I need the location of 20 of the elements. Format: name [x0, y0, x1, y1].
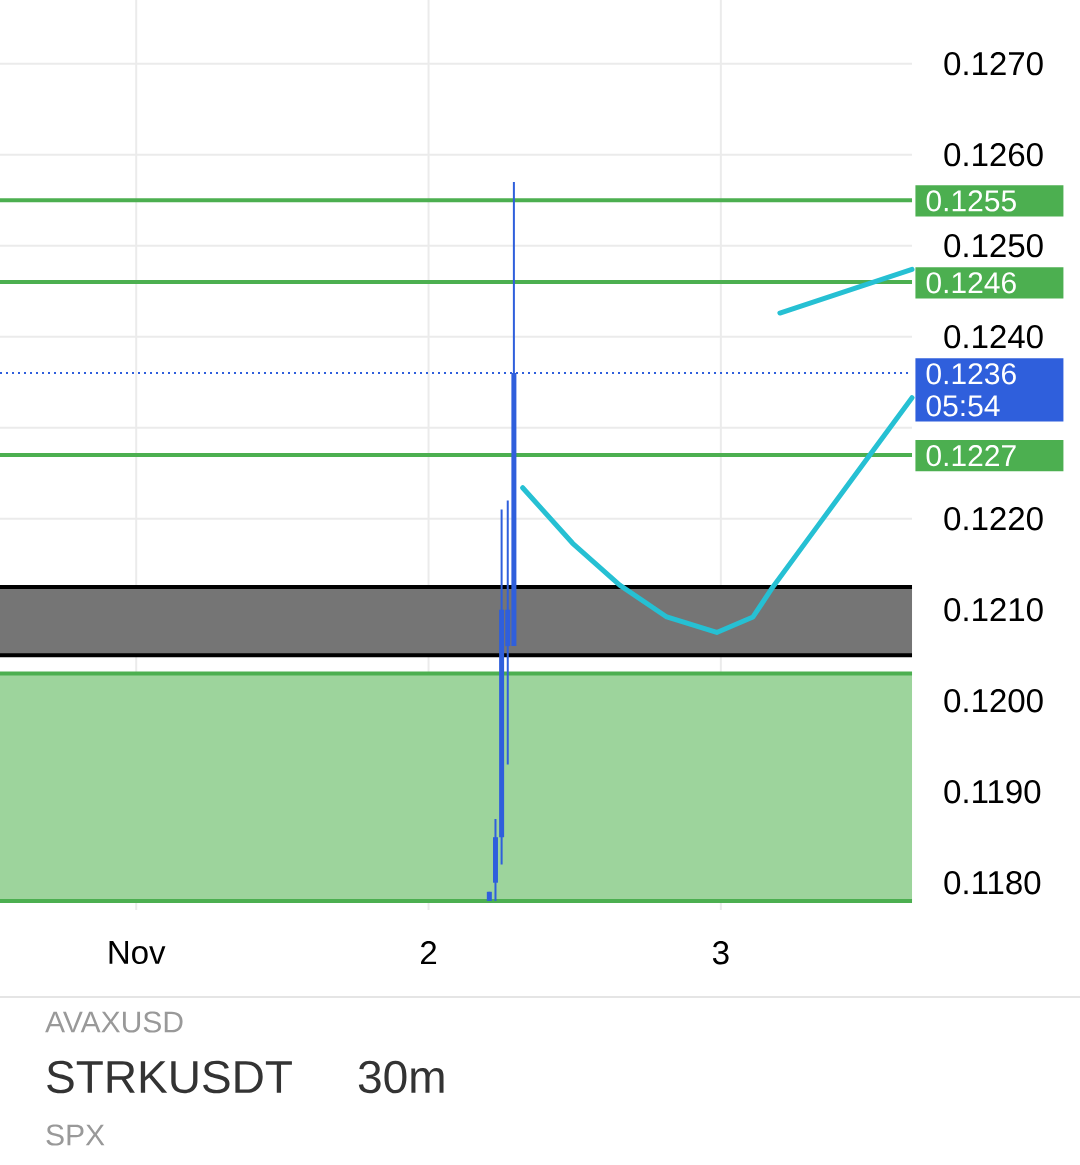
ref-line-label: 0.1246 — [926, 272, 1016, 294]
ref-line-label: 0.1255 — [926, 190, 1016, 212]
text: SPX — [46, 1124, 105, 1146]
text: 30m — [358, 1060, 444, 1094]
y-tick-label: 0.1200 — [944, 689, 1043, 713]
y-tick-label: 0.1250 — [944, 234, 1043, 258]
y-tick-label: 0.1190 — [944, 780, 1041, 804]
y-tick-label: 0.1270 — [944, 52, 1043, 76]
ref-line-label: 0.1227 — [926, 445, 1016, 467]
text: AVAXUSD — [45, 1011, 183, 1033]
x-tick-label: 3 — [712, 941, 729, 965]
ref-line-label: 0.1236 05:54 — [926, 363, 1016, 417]
y-tick-label: 0.1180 — [944, 871, 1041, 895]
y-tick-label: 0.1210 — [944, 598, 1043, 622]
x-tick-label: 2 — [421, 941, 437, 965]
y-tick-label: 0.1260 — [944, 143, 1043, 167]
y-tick-label: 0.1240 — [944, 325, 1043, 349]
text: STRKUSDT — [47, 1060, 292, 1094]
x-tick-label: Nov — [109, 941, 166, 965]
y-tick-label: 0.1220 — [944, 507, 1043, 531]
